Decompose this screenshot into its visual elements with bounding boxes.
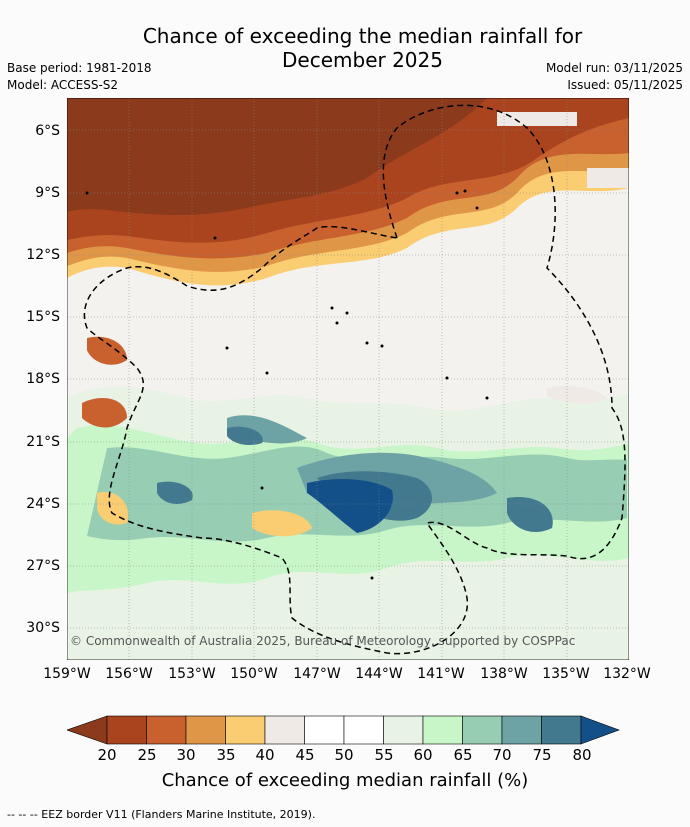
- lon-label: 147°W: [293, 666, 341, 682]
- colorbar-tick: 80: [572, 746, 592, 764]
- colorbar-tick: 30: [176, 746, 196, 764]
- meta-right: Model run: 03/11/2025 Issued: 05/11/2025: [546, 60, 683, 94]
- lon-label: 132°W: [603, 666, 651, 682]
- colorbar-tick: 35: [216, 746, 236, 764]
- lat-label: 18°S: [26, 371, 60, 387]
- colorbar-title: Chance of exceeding median rainfall (%): [161, 770, 529, 791]
- colorbar-cell: [383, 715, 424, 745]
- colorbar-cell: [462, 715, 503, 745]
- colorbar-tick: 25: [137, 746, 157, 764]
- model-name: Model: ACCESS-S2: [7, 78, 119, 92]
- lat-label: 30°S: [26, 620, 60, 636]
- colorbar-cell: [106, 715, 147, 745]
- colorbar-cell: [146, 715, 187, 745]
- issued-date: Issued: 05/11/2025: [567, 78, 683, 92]
- lat-label: 27°S: [26, 558, 60, 574]
- title-line-1: Chance of exceeding the median rainfall …: [142, 24, 583, 48]
- colorbar-tick: 20: [97, 746, 117, 764]
- rainfall-map: [67, 98, 629, 660]
- lon-label: 135°W: [542, 666, 590, 682]
- colorbar-tick: 55: [374, 746, 394, 764]
- colorbar: [67, 715, 620, 745]
- lon-label: 159°W: [43, 666, 91, 682]
- map-title: Chance of exceeding the median rainfall …: [60, 24, 665, 72]
- colorbar-cell: [343, 715, 384, 745]
- lon-label: 144°W: [355, 666, 403, 682]
- lat-label: 24°S: [26, 496, 60, 512]
- colorbar-cells: [67, 715, 620, 745]
- lat-label: 6°S: [35, 123, 60, 139]
- colorbar-cell: [501, 715, 542, 745]
- lat-label: 21°S: [26, 434, 60, 450]
- colorbar-cell: [304, 715, 345, 745]
- lon-label: 141°W: [417, 666, 465, 682]
- model-run: Model run: 03/11/2025: [545, 61, 683, 75]
- colorbar-cell: [185, 715, 226, 745]
- lon-label: 156°W: [105, 666, 153, 682]
- colorbar-tick: 65: [453, 746, 473, 764]
- colorbar-tick: 60: [413, 746, 433, 764]
- lon-label: 138°W: [480, 666, 528, 682]
- colorbar-tick: 70: [492, 746, 512, 764]
- colorbar-tick: 40: [255, 746, 275, 764]
- colorbar-tick: 45: [295, 746, 315, 764]
- lon-label: 150°W: [230, 666, 278, 682]
- colorbar-tick: 75: [532, 746, 552, 764]
- lat-label: 15°S: [26, 309, 60, 325]
- lat-label: 9°S: [35, 185, 60, 201]
- colorbar-end-low: [67, 715, 108, 745]
- meta-left: Base period: 1981-2018 Model: ACCESS-S2: [7, 60, 152, 94]
- colorbar-end-high: [580, 715, 620, 745]
- colorbar-cell: [422, 715, 463, 745]
- colorbar-tick: 50: [334, 746, 354, 764]
- base-period: Base period: 1981-2018: [7, 61, 152, 75]
- lat-label: 12°S: [26, 247, 60, 263]
- lon-label: 153°W: [168, 666, 216, 682]
- colorbar-cell: [225, 715, 266, 745]
- colorbar-cell: [264, 715, 305, 745]
- copyright-notice: © Commonwealth of Australia 2025, Bureau…: [70, 634, 576, 648]
- colorbar-cell: [541, 715, 582, 745]
- title-line-2: December 2025: [282, 48, 443, 72]
- eez-footnote: -- -- -- EEZ border V11 (Flanders Marine…: [7, 808, 316, 821]
